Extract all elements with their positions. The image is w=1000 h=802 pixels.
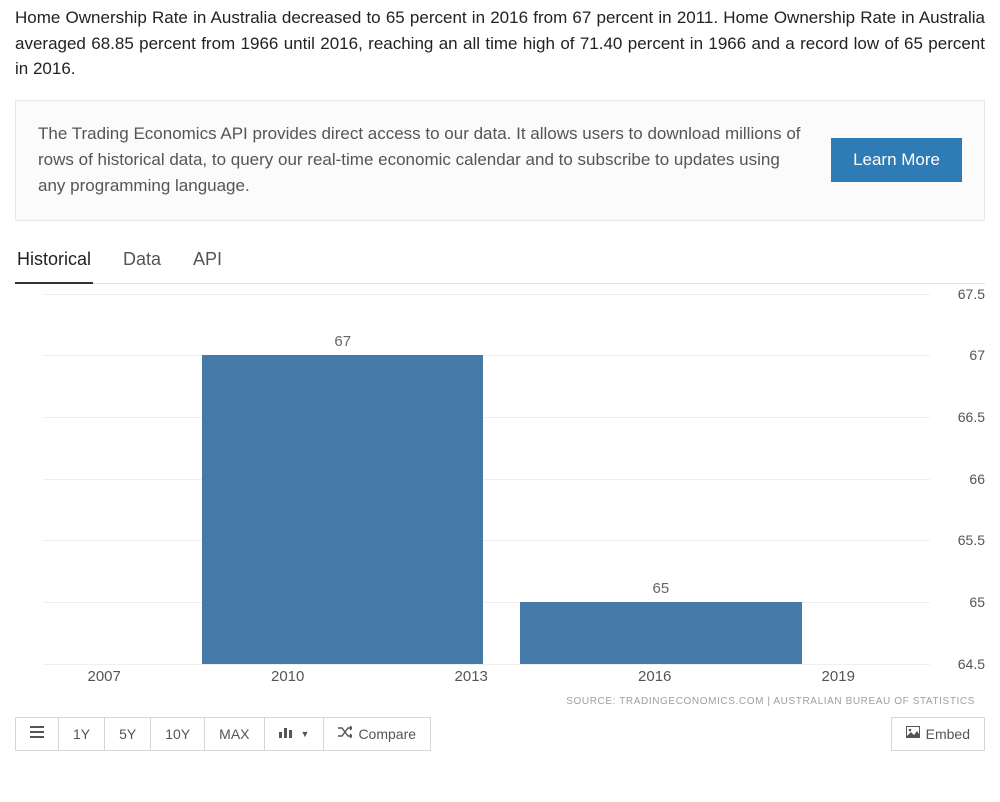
api-promo-text: The Trading Economics API provides direc… (38, 121, 801, 200)
api-promo-box: The Trading Economics API provides direc… (15, 100, 985, 221)
chart-source: SOURCE: TRADINGECONOMICS.COM | AUSTRALIA… (15, 696, 975, 707)
chart-bar: 67 (202, 355, 483, 663)
tab-api[interactable]: API (191, 239, 224, 284)
shuffle-icon (338, 726, 352, 741)
tab-historical[interactable]: Historical (15, 239, 93, 284)
tab-data[interactable]: Data (121, 239, 163, 284)
y-tick-label: 64.5 (950, 656, 985, 672)
y-tick-label: 67 (961, 347, 985, 363)
embed-button[interactable]: Embed (891, 717, 985, 751)
tabs-bar: Historical Data API (15, 239, 985, 284)
chart-x-axis: 2007 2010 2013 2016 2019 (43, 664, 930, 690)
range-1y-button[interactable]: 1Y (59, 717, 105, 751)
range-max-button[interactable]: MAX (205, 717, 264, 751)
x-tick-label: 2019 (822, 668, 855, 685)
chart-gridline (43, 479, 930, 480)
x-tick-label: 2007 (87, 668, 120, 685)
x-tick-label: 2010 (271, 668, 304, 685)
compare-button[interactable]: Compare (324, 717, 431, 751)
chart-toolbar: 1Y 5Y 10Y MAX ▼ Compare Embed (15, 717, 985, 751)
y-tick-label: 66.5 (950, 409, 985, 425)
chart-type-button[interactable]: ▼ (265, 717, 325, 751)
bar-value-label: 67 (202, 333, 483, 350)
embed-label: Embed (926, 726, 970, 742)
range-5y-button[interactable]: 5Y (105, 717, 151, 751)
chevron-down-icon: ▼ (301, 729, 310, 739)
x-tick-label: 2013 (455, 668, 488, 685)
chart-plot-area: 67 65 (43, 294, 930, 664)
x-tick-label: 2016 (638, 668, 671, 685)
image-icon (906, 726, 920, 741)
bar-value-label: 65 (520, 580, 801, 597)
intro-paragraph: Home Ownership Rate in Australia decreas… (15, 5, 985, 82)
y-tick-label: 67.5 (950, 286, 985, 302)
chart-container: 6765 64.56565.56666.56767.5 200720102013… (15, 294, 985, 690)
chart-gridline (43, 294, 930, 295)
list-icon (30, 726, 44, 741)
list-view-button[interactable] (15, 717, 59, 751)
range-10y-button[interactable]: 10Y (151, 717, 205, 751)
bar-chart-icon (279, 726, 293, 741)
chart-y-axis: 64.56565.56666.56767.5 (930, 294, 985, 664)
chart-bar: 65 (520, 602, 801, 664)
chart-gridline (43, 417, 930, 418)
y-tick-label: 65 (961, 594, 985, 610)
chart-gridline (43, 540, 930, 541)
y-tick-label: 66 (961, 471, 985, 487)
learn-more-button[interactable]: Learn More (831, 138, 962, 182)
y-tick-label: 65.5 (950, 532, 985, 548)
compare-label: Compare (358, 726, 416, 742)
chart-gridline (43, 355, 930, 356)
